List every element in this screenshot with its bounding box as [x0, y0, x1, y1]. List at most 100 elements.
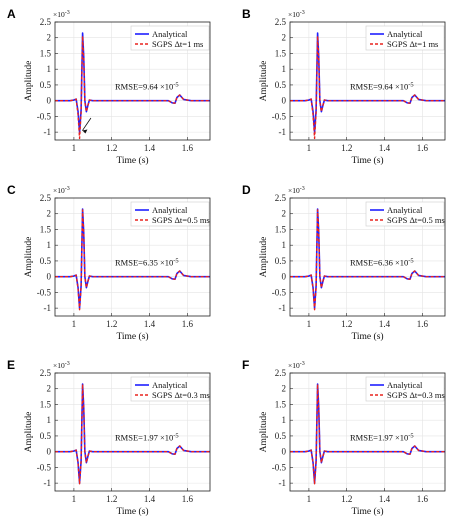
y-tick-label: 0 — [47, 272, 52, 282]
legend-label-1: SGPS Δt=0.3 ms — [152, 390, 210, 400]
y-tick-label: 0 — [282, 96, 287, 106]
y-tick-label: 2 — [282, 384, 287, 394]
y-tick-label: 1 — [47, 415, 52, 425]
legend-label-1: SGPS Δt=1 ms — [387, 39, 438, 49]
x-tick-label: 1 — [307, 143, 312, 153]
axes-frame — [289, 197, 446, 317]
panel-letter: E — [7, 358, 15, 372]
x-tick-label: 1 — [307, 319, 312, 329]
y-tick-label: 0.5 — [275, 431, 287, 441]
y-tick-label: 2 — [282, 33, 287, 43]
y-multiplier-label: ×10-3 — [53, 10, 70, 19]
y-tick-label: 2.5 — [40, 17, 52, 27]
y-tick-label: 0 — [282, 447, 287, 457]
x-tick-label: 1 — [72, 319, 77, 329]
legend-label-0: Analytical — [387, 380, 423, 390]
x-tick-label: 1.6 — [417, 143, 429, 153]
y-tick-label: 1 — [282, 240, 287, 250]
legend-box — [365, 201, 445, 227]
x-axis-title: Time (s) — [351, 155, 383, 166]
y-tick-label: -0.5 — [37, 462, 52, 472]
y-tick-label: -1 — [44, 127, 52, 137]
axes-frame — [289, 21, 446, 141]
x-tick-label: 1.4 — [379, 319, 391, 329]
legend-box — [130, 376, 210, 402]
panel-a: A ×10-3 -1 -0.5 0 0.5 1 1.5 2 2.5 1 1.2 1.4 1.6 Time (… — [7, 7, 211, 166]
rmse-annotation: RMSE=9.64 ×10-5 — [350, 82, 414, 92]
panel-letter: F — [242, 358, 249, 372]
panel-e: E ×10-3 -1 -0.5 0 0.5 1 1.5 2 2.5 1 1.2 1.4 1.6 Time (… — [7, 358, 211, 517]
x-tick-label: 1.2 — [106, 319, 117, 329]
rmse-annotation: RMSE=1.97 ×10-5 — [350, 433, 414, 443]
y-tick-label: 2 — [47, 209, 52, 219]
y-tick-label: -0.5 — [272, 111, 287, 121]
y-tick-label: 1.5 — [40, 399, 52, 409]
panel-letter: C — [7, 183, 16, 197]
y-tick-label: -1 — [279, 303, 287, 313]
panel-d: D ×10-3 -1 -0.5 0 0.5 1 1.5 2 2.5 1 1.2 1.4 1.6 Time (… — [242, 183, 446, 342]
y-axis-title: Amplitude — [24, 237, 34, 278]
panel-c: C ×10-3 -1 -0.5 0 0.5 1 1.5 2 2.5 1 1.2 1.4 1.6 Time (… — [7, 183, 211, 342]
y-tick-label: 1.5 — [275, 48, 287, 58]
y-tick-label: 0.5 — [40, 431, 52, 441]
y-tick-label: 2 — [47, 33, 52, 43]
x-tick-label: 1.4 — [379, 143, 391, 153]
x-tick-label: 1.6 — [417, 319, 429, 329]
y-tick-label: -1 — [44, 478, 52, 488]
x-axis-title: Time (s) — [351, 331, 383, 342]
y-tick-label: 0.5 — [40, 256, 52, 266]
y-axis-title: Amplitude — [259, 237, 269, 278]
legend-label-0: Analytical — [152, 205, 188, 215]
y-tick-label: -1 — [279, 127, 287, 137]
legend-label-0: Analytical — [152, 29, 188, 39]
legend-label-0: Analytical — [387, 29, 423, 39]
y-multiplier-label: ×10-3 — [288, 361, 305, 370]
x-tick-label: 1.6 — [417, 494, 429, 504]
panel-letter: D — [242, 183, 251, 197]
axes-frame — [289, 372, 446, 492]
y-tick-label: 0 — [47, 96, 52, 106]
y-tick-label: 2.5 — [275, 368, 287, 378]
panel-f: F ×10-3 -1 -0.5 0 0.5 1 1.5 2 2.5 1 1.2 1.4 1.6 Time (… — [242, 358, 446, 517]
y-axis-title: Amplitude — [24, 412, 34, 453]
legend-box — [365, 25, 445, 51]
panel-letter: A — [7, 7, 16, 21]
y-tick-label: 1.5 — [40, 224, 52, 234]
x-tick-label: 1 — [72, 143, 77, 153]
axes-frame — [54, 372, 211, 492]
legend-box — [130, 25, 210, 51]
y-tick-label: -1 — [44, 303, 52, 313]
y-tick-label: 0 — [47, 447, 52, 457]
x-tick-label: 1.2 — [341, 494, 352, 504]
y-tick-label: 1.5 — [275, 224, 287, 234]
y-tick-label: 2.5 — [275, 193, 287, 203]
axes-frame — [54, 197, 211, 317]
y-multiplier-label: ×10-3 — [288, 10, 305, 19]
x-tick-label: 1.4 — [144, 494, 156, 504]
x-axis-title: Time (s) — [116, 331, 148, 342]
y-multiplier-label: ×10-3 — [53, 186, 70, 195]
x-axis-title: Time (s) — [116, 155, 148, 166]
y-tick-label: -0.5 — [272, 287, 287, 297]
y-tick-label: 1 — [47, 240, 52, 250]
annotation-arrow-shaft — [82, 117, 92, 131]
sgps-series-line — [55, 209, 210, 311]
x-tick-label: 1.2 — [106, 143, 117, 153]
y-tick-label: 2.5 — [40, 368, 52, 378]
axes-frame — [54, 21, 211, 141]
y-multiplier-label: ×10-3 — [288, 186, 305, 195]
x-tick-label: 1.6 — [182, 319, 194, 329]
y-tick-label: 0.5 — [275, 80, 287, 90]
y-tick-label: 1 — [282, 64, 287, 74]
y-tick-label: 0.5 — [40, 80, 52, 90]
x-tick-label: 1 — [307, 494, 312, 504]
rmse-annotation: RMSE=6.36 ×10-5 — [350, 258, 414, 268]
x-tick-label: 1.6 — [182, 143, 194, 153]
y-tick-label: 1.5 — [40, 48, 52, 58]
y-tick-label: 0.5 — [275, 256, 287, 266]
annotation-arrow-head — [82, 129, 88, 134]
legend-label-0: Analytical — [152, 380, 188, 390]
rmse-annotation: RMSE=6.35 ×10-5 — [115, 258, 179, 268]
x-tick-label: 1.4 — [379, 494, 391, 504]
